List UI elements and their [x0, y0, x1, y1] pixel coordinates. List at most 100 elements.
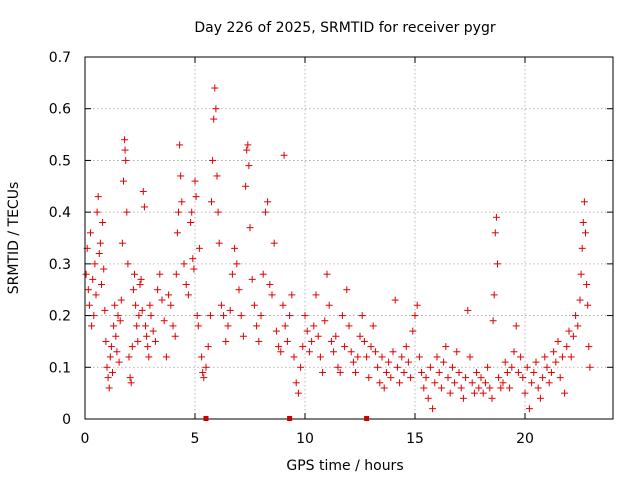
- data-point: [484, 363, 492, 371]
- data-point: [156, 270, 164, 278]
- data-point: [200, 374, 208, 382]
- data-point: [481, 379, 489, 387]
- data-point: [303, 327, 311, 335]
- y-axis-label: SRMTID / TECUs: [6, 182, 22, 295]
- data-point: [563, 343, 571, 351]
- data-point: [89, 275, 97, 283]
- data-point: [147, 312, 155, 320]
- data-point: [420, 384, 428, 392]
- data-point: [115, 358, 123, 366]
- data-point: [349, 358, 357, 366]
- data-point: [162, 353, 170, 361]
- data-point: [231, 244, 239, 252]
- data-point: [512, 322, 520, 330]
- data-point: [146, 301, 154, 309]
- data-point: [459, 394, 467, 402]
- data-point: [468, 379, 476, 387]
- data-point: [213, 172, 221, 180]
- data-point: [314, 332, 322, 340]
- data-point: [98, 281, 105, 289]
- data-point: [122, 156, 130, 164]
- data-point: [202, 363, 210, 371]
- data-point: [444, 374, 452, 382]
- data-point: [446, 389, 454, 397]
- data-point: [100, 265, 108, 273]
- chart-title: Day 226 of 2025, SRMTID for receiver pyg…: [194, 20, 495, 36]
- data-point: [121, 146, 129, 154]
- data-point: [455, 368, 463, 376]
- data-point: [398, 353, 406, 361]
- x-tick-label: 10: [296, 431, 314, 447]
- data-point: [547, 368, 555, 376]
- data-point: [132, 301, 140, 309]
- data-point: [489, 317, 497, 325]
- data-point: [99, 218, 107, 226]
- data-point: [109, 368, 116, 376]
- data-point: [215, 239, 223, 247]
- data-point: [212, 105, 220, 113]
- data-point: [193, 312, 201, 320]
- data-point: [506, 384, 514, 392]
- data-point: [400, 368, 408, 376]
- data-point: [380, 384, 388, 392]
- data-point: [574, 322, 582, 330]
- data-point: [363, 353, 371, 361]
- data-point: [345, 322, 353, 330]
- axis-marker: [364, 416, 370, 421]
- y-tick-label: 0.1: [49, 360, 71, 376]
- data-point: [336, 368, 344, 376]
- data-point: [175, 208, 182, 216]
- data-point: [297, 363, 305, 371]
- data-point: [96, 239, 104, 247]
- data-point: [198, 353, 206, 361]
- data-point: [301, 312, 309, 320]
- data-point: [367, 343, 375, 351]
- data-point: [208, 198, 215, 206]
- data-point: [120, 177, 127, 185]
- data-point: [135, 312, 143, 320]
- data-point: [211, 84, 219, 92]
- data-point: [137, 275, 145, 283]
- data-point: [433, 353, 441, 361]
- data-point: [243, 146, 251, 154]
- data-point: [101, 306, 109, 314]
- data-point: [245, 162, 253, 170]
- data-point: [154, 286, 162, 294]
- data-point: [543, 363, 551, 371]
- data-point: [308, 337, 316, 345]
- data-point: [550, 348, 558, 356]
- data-point: [519, 374, 527, 382]
- data-point: [378, 353, 386, 361]
- data-point: [182, 281, 190, 289]
- data-point: [391, 296, 399, 304]
- data-point: [131, 270, 138, 278]
- data-point: [393, 363, 401, 371]
- data-point: [138, 306, 146, 314]
- data-point: [288, 291, 296, 299]
- data-point: [488, 394, 496, 402]
- data-point: [431, 379, 439, 387]
- data-point: [167, 301, 175, 309]
- data-point: [448, 363, 456, 371]
- data-point: [169, 322, 177, 330]
- data-point: [133, 322, 141, 330]
- data-point: [407, 374, 415, 382]
- data-point: [486, 384, 494, 392]
- y-tick-label: 0.5: [49, 153, 71, 169]
- data-point: [253, 322, 261, 330]
- data-point: [140, 203, 148, 211]
- y-tick-label: 0.3: [49, 257, 71, 273]
- data-point: [136, 281, 144, 289]
- data-point: [139, 187, 147, 195]
- data-point: [116, 317, 124, 325]
- data-point: [561, 389, 569, 397]
- y-tick-label: 0.6: [49, 102, 71, 118]
- data-point: [424, 394, 432, 402]
- data-point: [129, 286, 137, 294]
- data-point: [143, 332, 151, 340]
- data-point: [233, 260, 241, 268]
- data-point: [277, 348, 285, 356]
- data-point: [173, 229, 181, 237]
- data-point: [102, 337, 110, 345]
- data-point: [305, 348, 313, 356]
